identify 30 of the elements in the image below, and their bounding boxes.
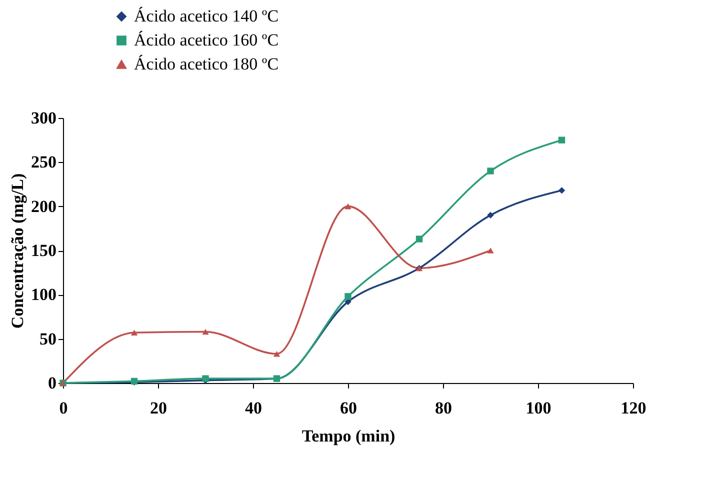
y-tick-label: 300 [31,108,56,128]
point [487,248,494,254]
y-tick-label: 50 [40,329,56,348]
y-tick-label: 100 [31,285,56,304]
legend-label: Ácido acetico 160 ºC [134,30,279,50]
y-tick-label: 0 [48,374,56,392]
x-tick-label: 20 [150,398,167,418]
legend-label: Ácido acetico 140 ºC [134,6,279,26]
point [558,187,566,194]
x-tick-label: 40 [245,398,262,418]
x-tick-label: 60 [340,398,357,418]
point [558,136,566,144]
point [273,350,280,357]
point [344,293,352,300]
x-tick-label: 80 [435,398,452,418]
x-axis-title: Tempo (min) [302,426,396,446]
y-tick-label: 250 [31,152,56,172]
y-tick-label: 200 [31,196,56,216]
legend-label: Ácido acetico 180 ºC [134,54,279,74]
point [487,212,494,219]
point [416,236,423,242]
point [344,203,352,210]
x-tick-label: 100 [526,398,552,418]
x-tick-label: 120 [620,398,646,418]
point [130,330,138,336]
x-tick-label: 0 [59,398,68,418]
point [202,328,209,335]
y-tick-label: 150 [31,241,56,260]
point [487,168,494,174]
y-axis-title: Concentração (mg/L) [8,173,27,329]
